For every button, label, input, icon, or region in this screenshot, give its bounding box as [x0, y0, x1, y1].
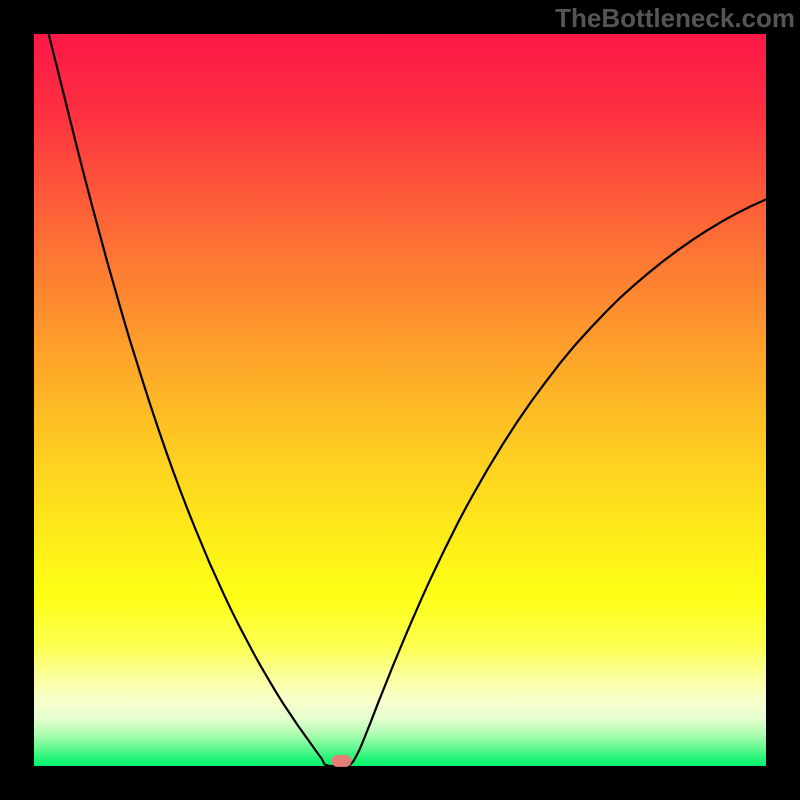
- bottleneck-chart: TheBottleneck.com: [0, 0, 800, 800]
- watermark-text: TheBottleneck.com: [555, 3, 795, 33]
- plot-gradient-background: [34, 34, 766, 766]
- chart-container: TheBottleneck.com: [0, 0, 800, 800]
- optimal-point-marker: [331, 755, 351, 767]
